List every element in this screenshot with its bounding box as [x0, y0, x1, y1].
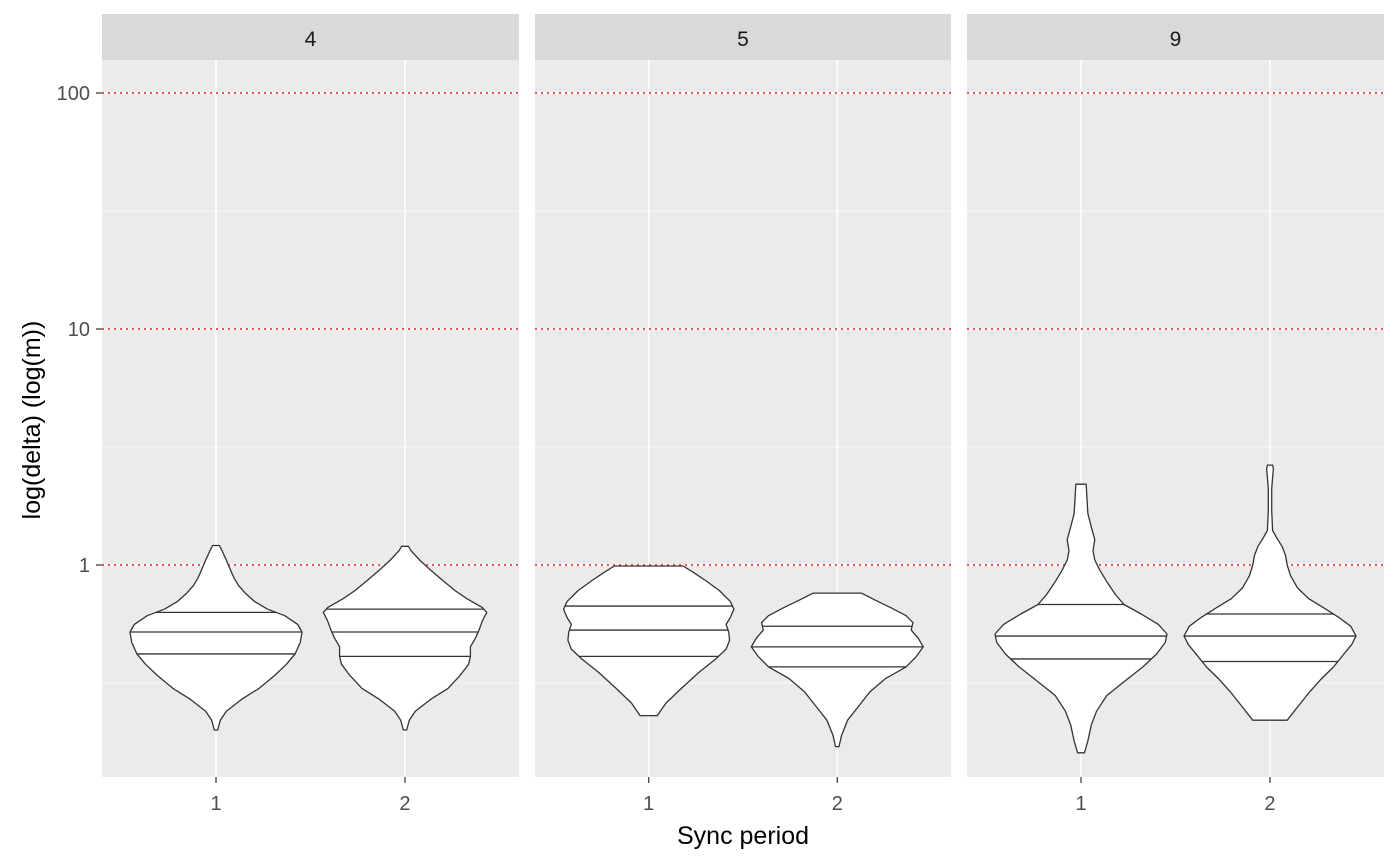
- x-tick-label: 1: [210, 793, 221, 815]
- y-axis-title: log(delta) (log(m)): [18, 321, 46, 520]
- facet-panel-9: 9: [967, 14, 1384, 777]
- facet-strip-label: 4: [305, 28, 317, 51]
- facet-strip: [535, 14, 951, 60]
- facet-strip-label: 5: [737, 28, 749, 51]
- facet-strip-label: 9: [1170, 28, 1182, 51]
- panels-layer: 4 5 9: [102, 14, 1384, 777]
- facet-strip: [102, 14, 519, 60]
- violin-5-1: [562, 565, 735, 717]
- x-tick-label: 2: [399, 793, 410, 815]
- y-tick-label: 1: [79, 555, 90, 577]
- violin-5-2: [750, 592, 924, 748]
- facet-strip: [967, 14, 1384, 60]
- y-tick-label: 10: [68, 319, 90, 341]
- facet-panel-4: 4: [102, 14, 519, 777]
- x-tick-label: 1: [643, 793, 654, 815]
- x-tick-label: 2: [1264, 793, 1275, 815]
- facet-panel-5: 5: [535, 14, 951, 777]
- axes-layer: 1 2 1 2 1 2 1 10 100: [57, 83, 1276, 815]
- violin-9-1: [994, 483, 1168, 754]
- x-tick-label: 2: [832, 793, 843, 815]
- x-tick-label: 1: [1075, 793, 1086, 815]
- violin-4-2: [322, 545, 488, 731]
- y-tick-label: 100: [57, 83, 90, 105]
- x-axis-title: Sync period: [677, 822, 809, 850]
